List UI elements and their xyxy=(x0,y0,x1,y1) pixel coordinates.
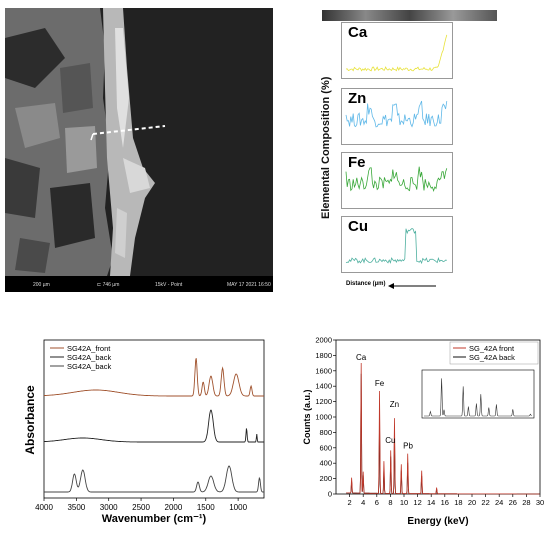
distance-arrow-icon xyxy=(388,283,436,289)
edx-peak-label: Ca xyxy=(356,353,367,362)
profile-element-label: Fe xyxy=(348,154,366,171)
edx-x-tick-label: 8 xyxy=(388,498,392,507)
mode-label: 15kV - Point xyxy=(155,282,183,288)
profile-trace xyxy=(345,166,448,192)
edx-x-tick-label: 14 xyxy=(427,498,435,507)
edx-x-tick-label: 6 xyxy=(375,498,379,507)
profile-element-label: Cu xyxy=(348,218,368,235)
profile-element-label: Zn xyxy=(348,90,367,107)
ftir-x-tick-label: 4000 xyxy=(35,503,53,512)
ftir-x-tick-label: 3000 xyxy=(100,503,118,512)
sem-micrograph xyxy=(5,8,273,292)
edx-y-tick-label: 1000 xyxy=(315,413,332,422)
edx-peak-label: Cu xyxy=(385,436,395,445)
ftir-x-tick-label: 1500 xyxy=(197,503,215,512)
profile-trace xyxy=(345,228,447,265)
ftir-legend-label: SG42A_back xyxy=(67,353,111,362)
elemental-profiles: Elemental Composition (%) Ca Zn Fe Cu Dista… xyxy=(300,4,550,294)
edx-xlabel: Energy (keV) xyxy=(407,516,468,527)
edx-y-tick-label: 1600 xyxy=(315,366,332,375)
edx-legend-box xyxy=(449,341,539,365)
edx-x-tick-label: 4 xyxy=(361,498,365,507)
edx-x-tick-label: 24 xyxy=(495,498,503,507)
edx-y-tick-label: 1200 xyxy=(315,397,332,406)
edx-y-tick-label: 600 xyxy=(319,443,332,452)
ftir-chart: 4000 3500 3000 2500 2000 1500 1000 SG42A_front… xyxy=(20,330,270,525)
ftir-plot-frame xyxy=(43,339,265,499)
ftir-ylabel: Absorbance xyxy=(23,385,37,455)
edx-y-tick-label: 800 xyxy=(319,428,332,437)
edx-peak-label: Fe xyxy=(375,379,385,388)
edx-y-tick-label: 1400 xyxy=(315,382,332,391)
profile-panel-zn: Zn xyxy=(341,88,453,145)
profile-panel-ca: Ca xyxy=(341,22,453,79)
profile-element-label: Ca xyxy=(348,24,368,41)
edx-inset-spectrum xyxy=(424,378,532,417)
ftir-series-front xyxy=(44,358,264,397)
edx-x-tick-label: 20 xyxy=(468,498,476,507)
edx-x-tick-label: 30 xyxy=(536,498,544,507)
ftir-x-tick-label: 1000 xyxy=(229,503,247,512)
ftir-series-back-1 xyxy=(44,409,264,443)
ftir-legend-label: SG42A_front xyxy=(67,344,111,353)
edx-x-tick-label: 2 xyxy=(348,498,352,507)
edx-y-tick-label: 2000 xyxy=(315,336,332,345)
ftir-legend-label: SG42A_back xyxy=(67,362,111,371)
edx-y-tick-label: 200 xyxy=(319,474,332,483)
sem-info-bar: 200 µm ⊏ 746 µm 15kV - Point MAY 17 2021… xyxy=(5,276,273,292)
edx-peak-label: Pb xyxy=(403,441,413,450)
edx-x-tick-label: 12 xyxy=(413,498,421,507)
profile-trace xyxy=(345,100,448,128)
ftir-series-back-2 xyxy=(44,465,264,493)
ftir-x-tick-label: 2500 xyxy=(132,503,150,512)
edx-series-front xyxy=(346,362,540,495)
edx-x-tick-label: 16 xyxy=(441,498,449,507)
measure-label: ⊏ 746 µm xyxy=(97,282,120,288)
profile-panel-fe: Fe xyxy=(341,152,453,209)
edx-y-tick-label: 400 xyxy=(319,459,332,468)
ftir-svg: 4000 3500 3000 2500 2000 1500 1000 SG42A_front… xyxy=(23,339,265,525)
ftir-x-tick-label: 3500 xyxy=(67,503,85,512)
edx-ylabel: Counts (a.u.) xyxy=(302,390,312,445)
edx-inset xyxy=(421,369,535,419)
edx-y-tick-label: 0 xyxy=(328,490,332,499)
timestamp-label: MAY 17 2021 16:50 xyxy=(227,282,271,288)
sem-image: 200 µm ⊏ 746 µm 15kV - Point MAY 17 2021… xyxy=(5,8,273,292)
edx-x-tick-label: 22 xyxy=(481,498,489,507)
profiles-ylabel: Elemental Composition (%) xyxy=(320,76,332,219)
scale-bar-label: 200 µm xyxy=(33,282,50,288)
edx-legend-label: SG_42A front xyxy=(469,344,515,353)
edx-peak-label: Zn xyxy=(390,400,399,409)
edx-x-tick-label: 10 xyxy=(400,498,408,507)
edx-x-tick-label: 26 xyxy=(509,498,517,507)
edx-x-tick-label: 18 xyxy=(454,498,462,507)
profile-panel-cu: Cu xyxy=(341,216,453,273)
profiles-xlabel: Distance (µm) xyxy=(346,281,386,287)
ftir-x-tick-label: 2000 xyxy=(165,503,183,512)
edx-legend-label: SG_42A back xyxy=(469,353,515,362)
edx-svg: 2 4 6 8 10 12 14 16 18 20 22 24 26 28 3002004006008001… xyxy=(302,336,544,528)
edx-x-tick-label: 28 xyxy=(522,498,530,507)
profile-sem-strip xyxy=(322,10,497,21)
edx-chart: 2 4 6 8 10 12 14 16 18 20 22 24 26 28 30 0 200 400 600 800 1… xyxy=(300,330,550,528)
edx-y-tick-label: 1800 xyxy=(315,351,332,360)
ftir-xlabel: Wavenumber (cm⁻¹) xyxy=(102,513,207,525)
profile-trace xyxy=(345,34,448,72)
